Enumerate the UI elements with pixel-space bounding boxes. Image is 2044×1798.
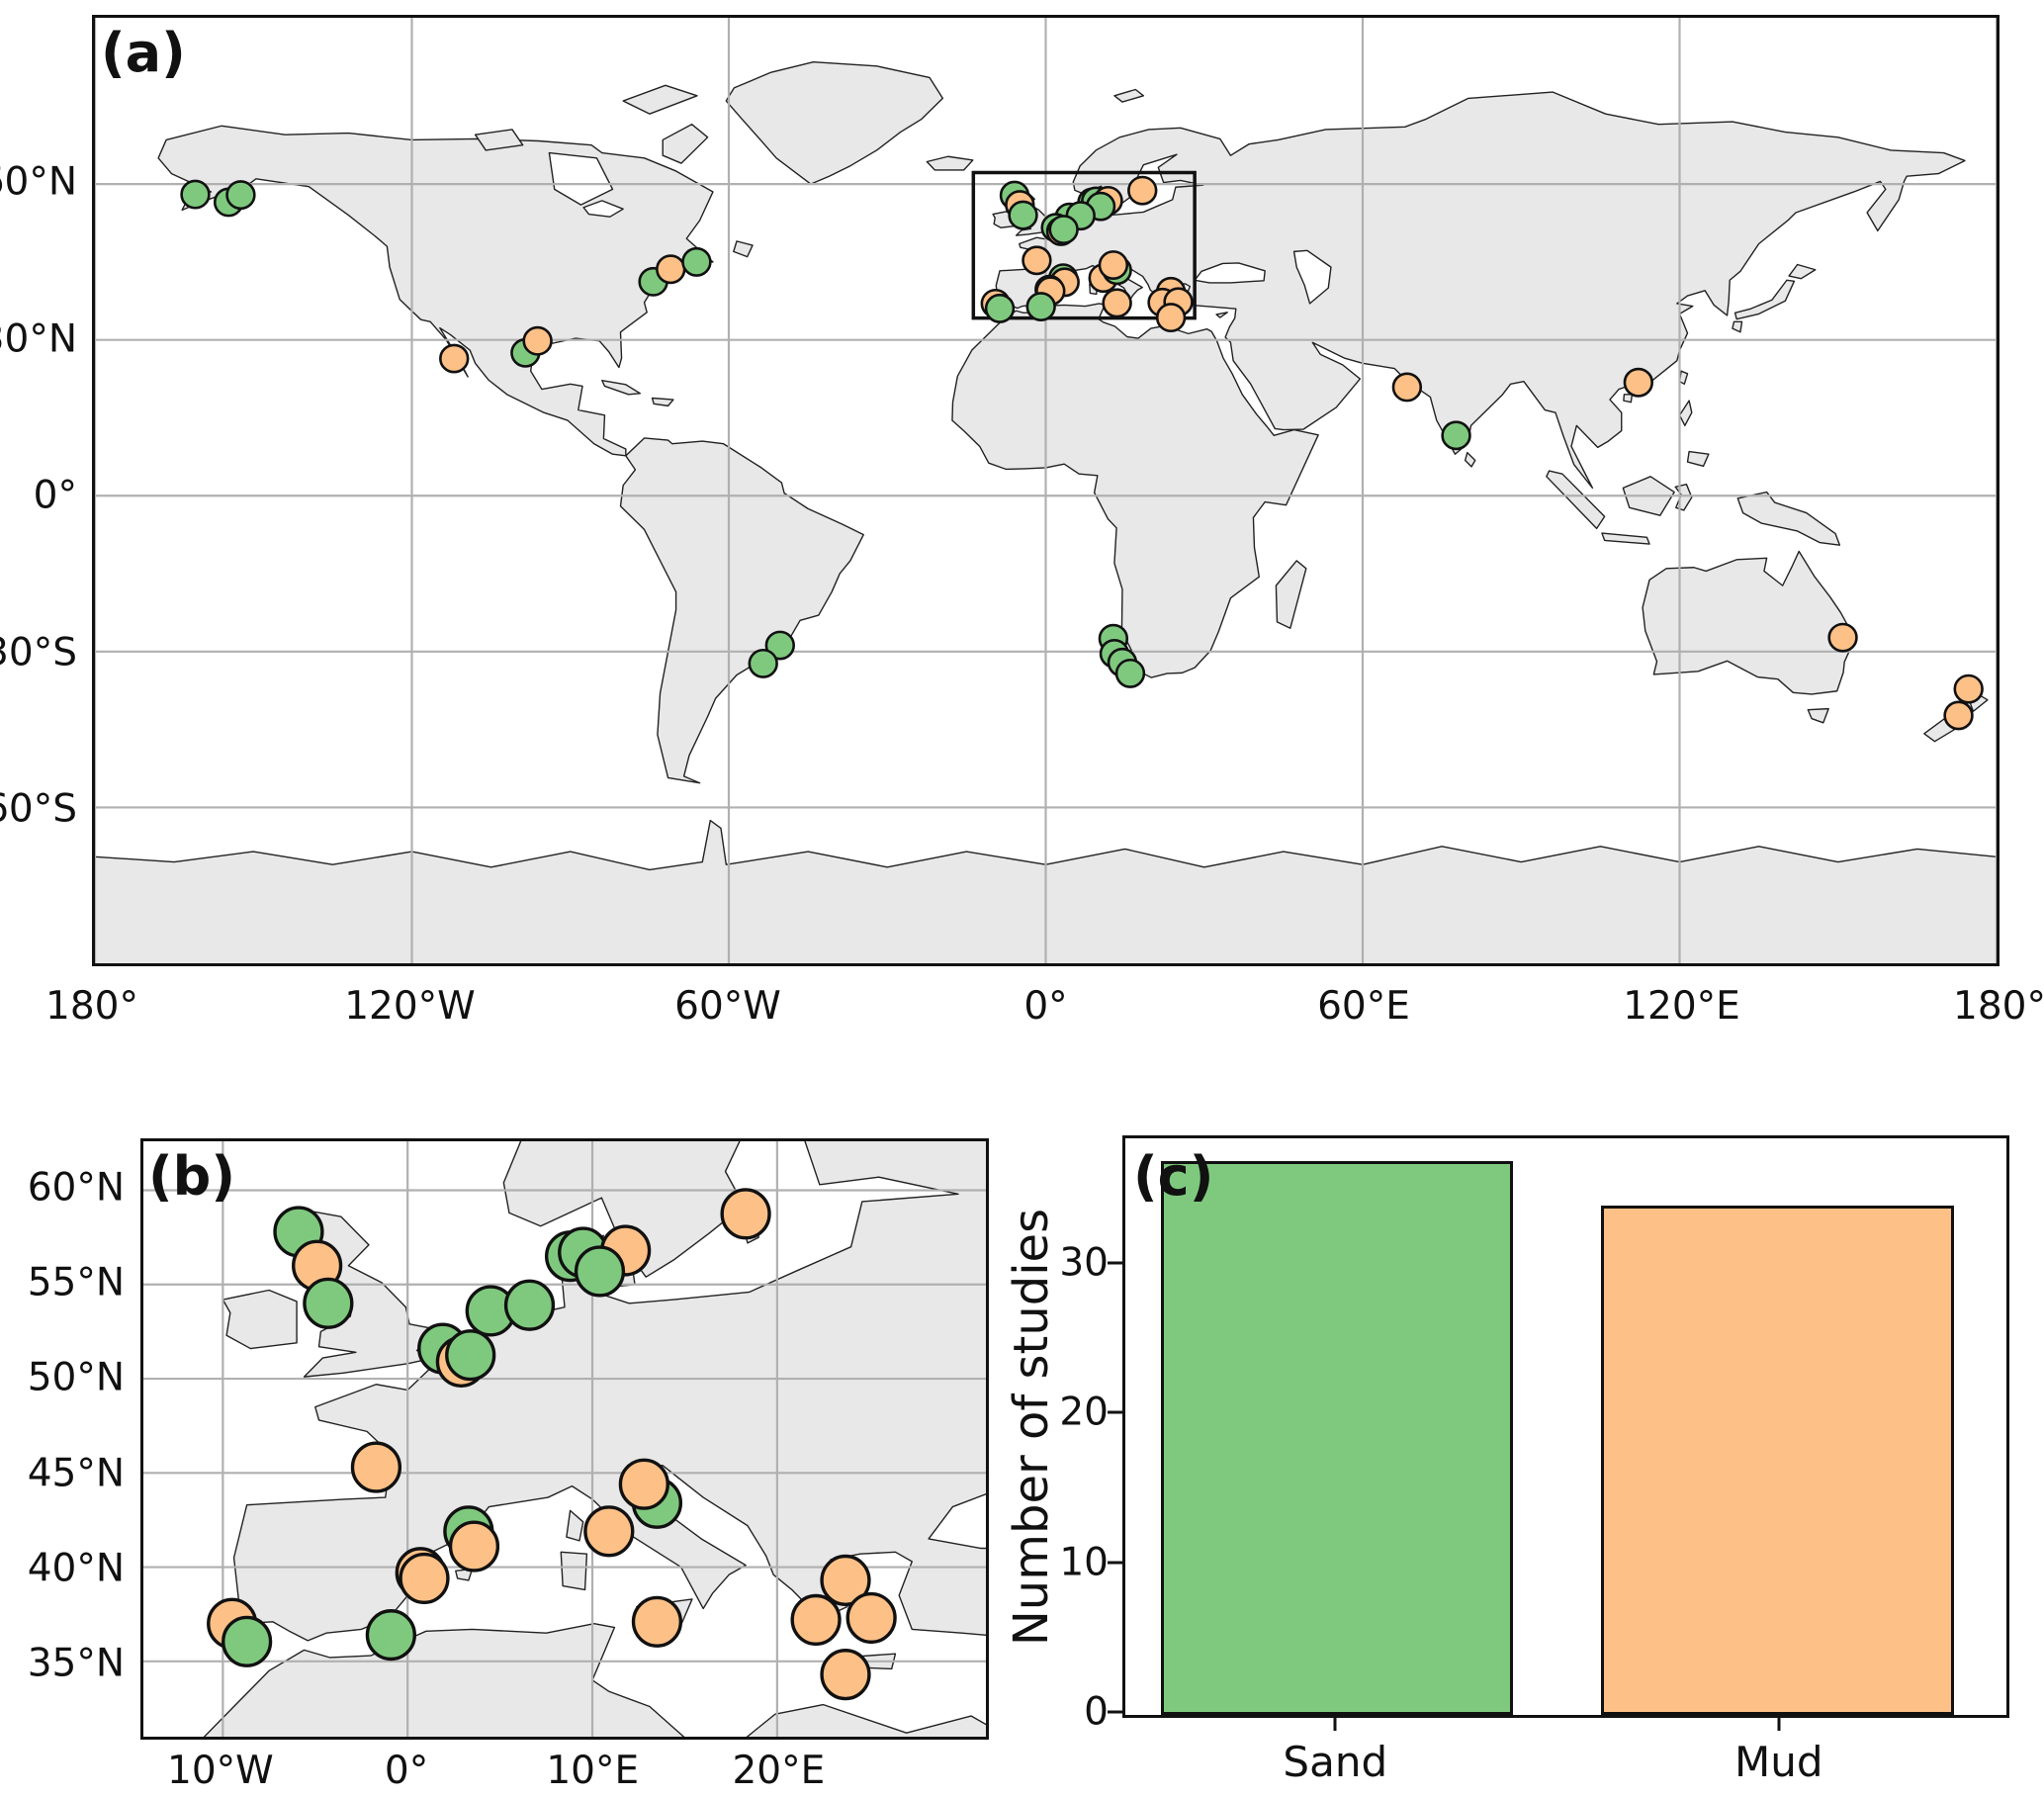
mud-study-site-dot	[451, 1522, 498, 1571]
sand-study-site-dot	[367, 1611, 414, 1660]
sand-study-site-dot	[1010, 202, 1037, 228]
sand-study-site-dot	[986, 295, 1014, 321]
mud-study-site-dot	[1945, 702, 1973, 729]
sand-study-site-dot	[1027, 293, 1055, 319]
bar-chart-y-axis: 0 10 20 30	[1019, 1135, 1122, 1735]
longitude-tick-label: 180°	[1953, 984, 2044, 1029]
mud-study-site-dot	[822, 1651, 869, 1699]
mud-bar	[1601, 1206, 1954, 1715]
latitude-tick-label: 40°N	[27, 1546, 125, 1591]
sand-study-site-dot	[305, 1279, 352, 1327]
bar-chart-x-tick-mark	[1777, 1718, 1781, 1731]
bar-chart-category-label: Mud	[1734, 1738, 1823, 1786]
mud-study-site-dot	[1393, 374, 1421, 401]
sand-bar	[1160, 1160, 1514, 1715]
mud-study-site-dot	[400, 1555, 448, 1603]
longitude-tick-label: 60°W	[674, 984, 781, 1029]
mud-study-site-dot	[353, 1443, 400, 1491]
world-map-panel	[92, 15, 2000, 966]
bar-chart-y-tick-mark	[1108, 1261, 1122, 1265]
mud-study-site-dot	[1100, 251, 1127, 278]
mud-study-site-dot	[847, 1594, 895, 1643]
bar-chart-y-tick-mark	[1108, 1710, 1122, 1714]
mud-study-site-dot	[1128, 177, 1156, 204]
bar-chart-x-axis: Sand Mud	[1122, 1718, 2009, 1787]
study-site-dots-europe	[209, 1190, 895, 1699]
europe-map-panel	[140, 1138, 989, 1740]
europe-inset-box	[973, 173, 1195, 318]
mud-study-site-dot	[585, 1507, 633, 1556]
world-map-x-axis: 180° 120°W 60°W 0° 60°E 120°E 180°	[45, 984, 2044, 1034]
mud-study-site-dot	[634, 1597, 681, 1646]
sand-study-site-dot	[506, 1281, 554, 1329]
latitude-tick-label: 50°N	[27, 1355, 125, 1400]
latitude-tick-label: 35°N	[27, 1641, 125, 1686]
bar-chart-y-tick-label: 30	[1059, 1240, 1109, 1286]
sand-study-site-dot	[766, 632, 794, 659]
bar-chart-category-label: Sand	[1283, 1738, 1388, 1786]
europe-map-y-axis: 60°N 55°N 50°N 45°N 40°N 35°N	[0, 1138, 134, 1740]
latitude-tick-label: 45°N	[27, 1451, 125, 1496]
latitude-tick-label: 60°N	[27, 1165, 125, 1211]
latitude-tick-label: 30°S	[0, 630, 77, 675]
sand-study-site-dot	[750, 650, 777, 676]
latitude-tick-label: 55°N	[27, 1260, 125, 1305]
longitude-tick-label: 0°	[1023, 984, 1068, 1029]
longitude-tick-label: 10°E	[546, 1749, 640, 1793]
longitude-tick-label: 60°E	[1317, 984, 1410, 1029]
panel-b-label: (b)	[148, 1145, 236, 1208]
bar-chart-y-tick-label: 0	[1084, 1689, 1109, 1735]
mud-study-site-dot	[1104, 290, 1131, 316]
sand-study-site-dot	[223, 1617, 271, 1665]
sand-study-site-dot	[182, 181, 210, 208]
mud-study-site-dot	[524, 327, 552, 354]
study-site-dots-world	[182, 177, 1983, 729]
bar-chart-y-tick-mark	[1108, 1410, 1122, 1414]
mud-study-site-dot	[1829, 624, 1857, 651]
mud-study-site-dot	[722, 1190, 769, 1238]
longitude-tick-label: 120°E	[1623, 984, 1740, 1029]
longitude-tick-label: 0°	[384, 1749, 429, 1793]
mud-study-site-dot	[1625, 369, 1652, 396]
latitude-tick-label: 30°N	[0, 316, 77, 362]
sand-study-site-dot	[227, 181, 255, 208]
longitude-tick-label: 120°W	[344, 984, 476, 1029]
mud-study-site-dot	[440, 345, 468, 372]
mud-study-site-dot	[657, 256, 684, 283]
panel-c-label: (c)	[1133, 1145, 1214, 1208]
sand-study-site-dot	[1050, 216, 1078, 242]
sand-study-site-dot	[683, 248, 711, 275]
latitude-tick-label: 60°N	[0, 159, 77, 205]
mud-study-site-dot	[620, 1460, 667, 1508]
longitude-tick-label: 20°E	[732, 1749, 826, 1793]
latitude-tick-label: 0°	[33, 473, 77, 518]
mud-study-site-dot	[1023, 247, 1051, 274]
longitude-tick-label: 180°	[45, 984, 138, 1029]
europe-map	[143, 1141, 986, 1737]
sand-study-site-dot	[1116, 660, 1144, 686]
mud-study-site-dot	[1157, 304, 1185, 330]
sand-study-site-dot	[1443, 422, 1470, 449]
europe-map-x-axis: 10°W 0° 10°E 20°E	[140, 1749, 989, 1798]
mud-study-site-dot	[792, 1596, 840, 1645]
panel-a-label: (a)	[101, 22, 186, 84]
sand-study-site-dot	[577, 1247, 624, 1296]
longitude-tick-label: 10°W	[167, 1749, 274, 1793]
latitude-tick-label: 60°S	[0, 786, 77, 832]
sand-study-site-dot	[447, 1331, 494, 1380]
bar-chart-panel	[1122, 1135, 2009, 1718]
mud-study-site-dot	[822, 1556, 869, 1604]
world-map-y-axis: 60°N 30°N 0° 30°S 60°S	[0, 15, 87, 966]
world-map-gridlines	[95, 18, 1997, 963]
bar-chart-x-tick-mark	[1333, 1718, 1337, 1731]
bar-chart-y-tick-label: 20	[1059, 1390, 1109, 1435]
mud-study-site-dot	[1955, 675, 1983, 702]
bar-chart-y-tick-label: 10	[1059, 1540, 1109, 1585]
world-map	[95, 18, 1997, 963]
bar-chart-y-tick-mark	[1108, 1561, 1122, 1565]
